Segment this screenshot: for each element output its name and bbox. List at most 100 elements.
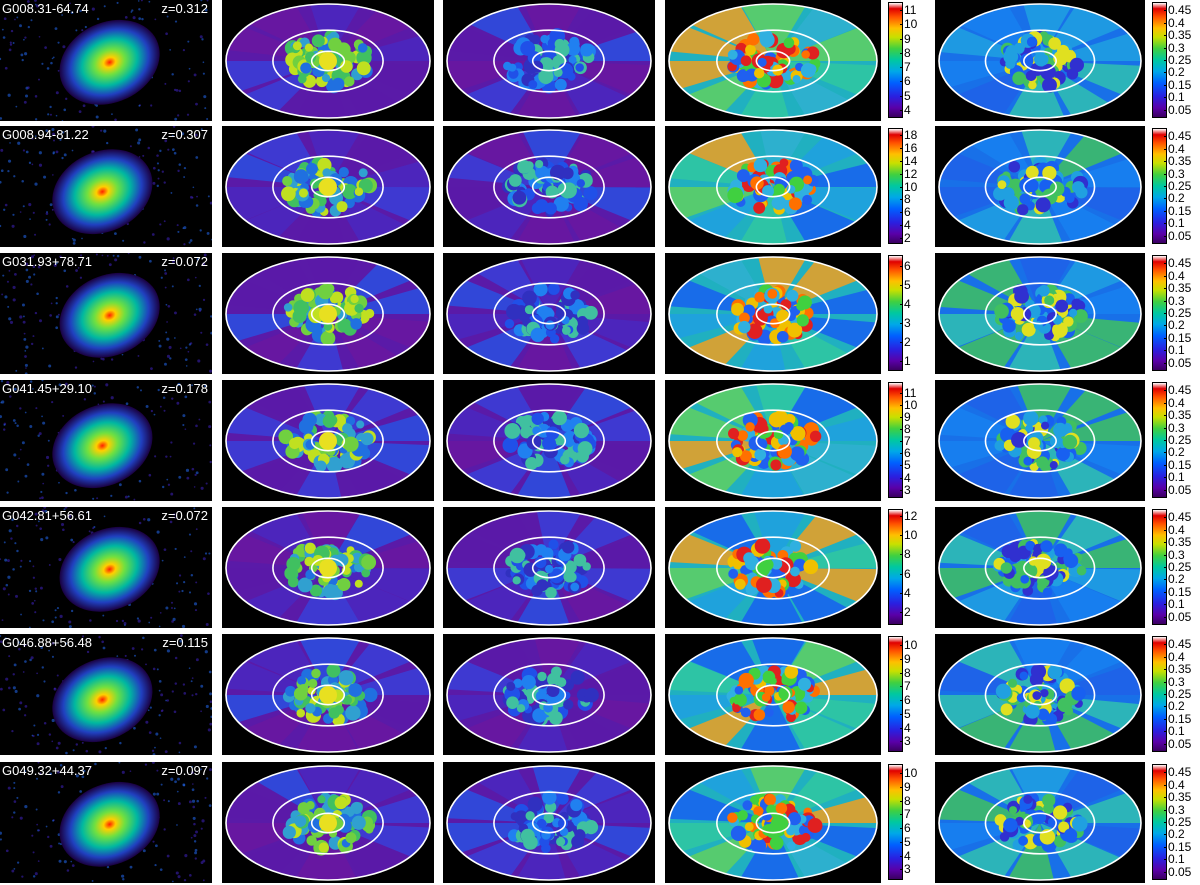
colorbar-tick-label: 0.25 bbox=[1163, 560, 1192, 574]
colorbar-tick-label: 10 bbox=[899, 397, 918, 412]
xray-image-panel: G008.31-64.74 z=0.312 bbox=[0, 0, 212, 121]
xray-image-panel: G042.81+56.61 z=0.072 bbox=[0, 507, 212, 628]
map-panel-map2 bbox=[443, 253, 655, 374]
colorbar-ticks: 6 5 4 3 2 1 bbox=[900, 255, 944, 371]
colorbar-tick-label: 0.35 bbox=[1163, 281, 1192, 296]
cluster-row: G049.32+44.37 z=0.097 10 9 8 7 6 5 4 3 0.45 0.4 0.35… bbox=[0, 762, 1200, 883]
map-panel-map3 bbox=[665, 507, 881, 628]
map-panel-map1 bbox=[222, 634, 434, 755]
colorbar-tick-label: 0.2 bbox=[1164, 65, 1185, 80]
colorbar-tick-label: 0.3 bbox=[1164, 420, 1185, 435]
colorbar-tick-label: 10 bbox=[899, 17, 918, 32]
colorbar-tick-label: 3 bbox=[900, 862, 911, 877]
cluster-name-label: G031.93+78.71 bbox=[2, 254, 92, 269]
colorbar-tick-label: 0.4 bbox=[1164, 649, 1185, 664]
map-panel-map1 bbox=[222, 507, 434, 628]
map-panel-map4 bbox=[935, 634, 1145, 755]
cluster-row: G008.31-64.74 z=0.312 11 10 9 8 7 6 5 4 0.45 0.4 0.3… bbox=[0, 0, 1200, 121]
colorbar-tick-label: 9 bbox=[900, 409, 911, 424]
colorbar-tick-label: 0.45 bbox=[1163, 765, 1192, 780]
map-panel-map3 bbox=[665, 253, 881, 374]
colorbar-tick-label: 9 bbox=[900, 31, 911, 46]
colorbar-tick-label: 0.45 bbox=[1163, 129, 1192, 144]
map-panel-map3 bbox=[665, 0, 881, 121]
colorbar-tick-label: 3 bbox=[900, 315, 911, 330]
map-panel-map3 bbox=[665, 762, 881, 883]
colorbar-tick-label: 6 bbox=[900, 258, 911, 273]
cluster-row: G046.88+56.48 z=0.115 10 9 8 7 6 5 4 3 0.45 0.4 0.35… bbox=[0, 634, 1200, 755]
colorbar-tick-label: 0.05 bbox=[1163, 609, 1192, 624]
colorbar-tick-label: 0.35 bbox=[1163, 154, 1192, 169]
colorbar-tick-label: 0.15 bbox=[1163, 203, 1192, 218]
redshift-label: z=0.072 bbox=[161, 508, 208, 523]
map-panel-map4 bbox=[935, 126, 1145, 247]
colorbar-tick-label: 4 bbox=[900, 848, 911, 863]
colorbar-tick-label: 0.2 bbox=[1164, 699, 1185, 714]
colorbar-tick-label: 6 bbox=[900, 566, 911, 581]
colorbar-tick-label: 14 bbox=[899, 154, 918, 169]
xray-image-panel: G046.88+56.48 z=0.115 bbox=[0, 634, 212, 755]
colorbar-tick-label: 0.25 bbox=[1163, 179, 1192, 193]
colorbar-tick-label: 0.3 bbox=[1164, 40, 1185, 55]
colorbar-tick-label: 0.25 bbox=[1163, 433, 1192, 447]
map-panel-map2 bbox=[443, 507, 655, 628]
map-panel-map2 bbox=[443, 634, 655, 755]
colorbar-ticks: 0.45 0.4 0.35 0.3 0.25 0.2 0.15 0.1 0.05 bbox=[1163, 382, 1200, 498]
colorbar-tick-label: 0.05 bbox=[1163, 102, 1192, 117]
colorbar-tick-label: 12 bbox=[899, 508, 918, 523]
cluster-row: G042.81+56.61 z=0.072 12 10 8 6 4 2 0.45 0.4 0.35 0… bbox=[0, 507, 1200, 628]
colorbar-ticks: 0.45 0.4 0.35 0.3 0.25 0.2 0.15 0.1 0.05 bbox=[1163, 2, 1200, 118]
colorbar-tick-label: 0.15 bbox=[1163, 457, 1192, 472]
colorbar bbox=[888, 2, 903, 118]
colorbar-tick-label: 0.4 bbox=[1164, 268, 1185, 283]
colorbar-tick-label: 5 bbox=[900, 458, 911, 473]
cluster-name-label: G008.31-64.74 bbox=[2, 1, 89, 16]
colorbar-tick-label: 0.35 bbox=[1163, 790, 1192, 805]
xray-image-panel: G041.45+29.10 z=0.178 bbox=[0, 380, 212, 501]
colorbar-tick-label: 0.4 bbox=[1164, 522, 1185, 537]
colorbar-tick-label: 0.15 bbox=[1163, 330, 1192, 345]
colorbar-tick-label: 10 bbox=[899, 766, 918, 781]
colorbar-tick-label: 0.25 bbox=[1163, 53, 1192, 67]
colorbar-tick-label: 8 bbox=[900, 45, 911, 60]
colorbar-tick-label: 5 bbox=[900, 834, 911, 849]
colorbar-tick-label: 6 bbox=[900, 205, 911, 220]
map-panel-map1 bbox=[222, 0, 434, 121]
colorbar-tick-label: 0.3 bbox=[1164, 802, 1185, 817]
redshift-label: z=0.097 bbox=[161, 763, 208, 778]
colorbar-tick-label: 0.3 bbox=[1164, 547, 1185, 562]
map-panel-map3 bbox=[665, 634, 881, 755]
colorbar-tick-label: 10 bbox=[899, 638, 918, 653]
colorbar-tick-label: 0.25 bbox=[1163, 687, 1192, 701]
colorbar-tick-label: 0.2 bbox=[1164, 318, 1185, 333]
colorbar bbox=[888, 764, 903, 880]
colorbar-tick-label: 0.15 bbox=[1163, 711, 1192, 726]
colorbar-tick-label: 0.3 bbox=[1164, 293, 1185, 308]
map-panel-map4 bbox=[935, 380, 1145, 501]
colorbar-tick-label: 0.1 bbox=[1164, 216, 1185, 231]
colorbar-tick-label: 4 bbox=[900, 218, 911, 233]
colorbar-tick-label: 0.4 bbox=[1164, 777, 1185, 792]
cluster-row: G031.93+78.71 z=0.072 6 5 4 3 2 1 0.45 0.4 0.35 0.3… bbox=[0, 253, 1200, 374]
colorbar-tick-label: 11 bbox=[899, 385, 917, 400]
map-panel-map1 bbox=[222, 126, 434, 247]
colorbar-tick-label: 0.15 bbox=[1163, 584, 1192, 599]
colorbar-tick-label: 7 bbox=[900, 807, 911, 822]
colorbar-tick-label: 6 bbox=[900, 693, 911, 708]
colorbar-tick-label: 4 bbox=[900, 102, 911, 117]
colorbar-tick-label: 0.05 bbox=[1163, 228, 1192, 243]
redshift-label: z=0.115 bbox=[162, 635, 208, 650]
xray-image-panel: G031.93+78.71 z=0.072 bbox=[0, 253, 212, 374]
colorbar-tick-label: 5 bbox=[900, 88, 911, 103]
colorbar-tick-label: 0.1 bbox=[1164, 470, 1185, 485]
colorbar-ticks: 11 10 9 8 7 6 5 4 bbox=[899, 2, 944, 118]
colorbar-tick-label: 0.3 bbox=[1164, 166, 1185, 181]
redshift-label: z=0.178 bbox=[161, 381, 208, 396]
cluster-name-label: G042.81+56.61 bbox=[2, 508, 92, 523]
colorbar-tick-label: 4 bbox=[900, 720, 911, 735]
map-panel-map1 bbox=[222, 380, 434, 501]
cluster-name-label: G008.94-81.22 bbox=[2, 127, 89, 142]
colorbar-ticks: 10 9 8 7 6 5 4 3 bbox=[899, 764, 944, 880]
redshift-label: z=0.072 bbox=[161, 254, 208, 269]
colorbar-ticks: 0.45 0.4 0.35 0.3 0.25 0.2 0.15 0.1 0.05 bbox=[1163, 764, 1200, 880]
